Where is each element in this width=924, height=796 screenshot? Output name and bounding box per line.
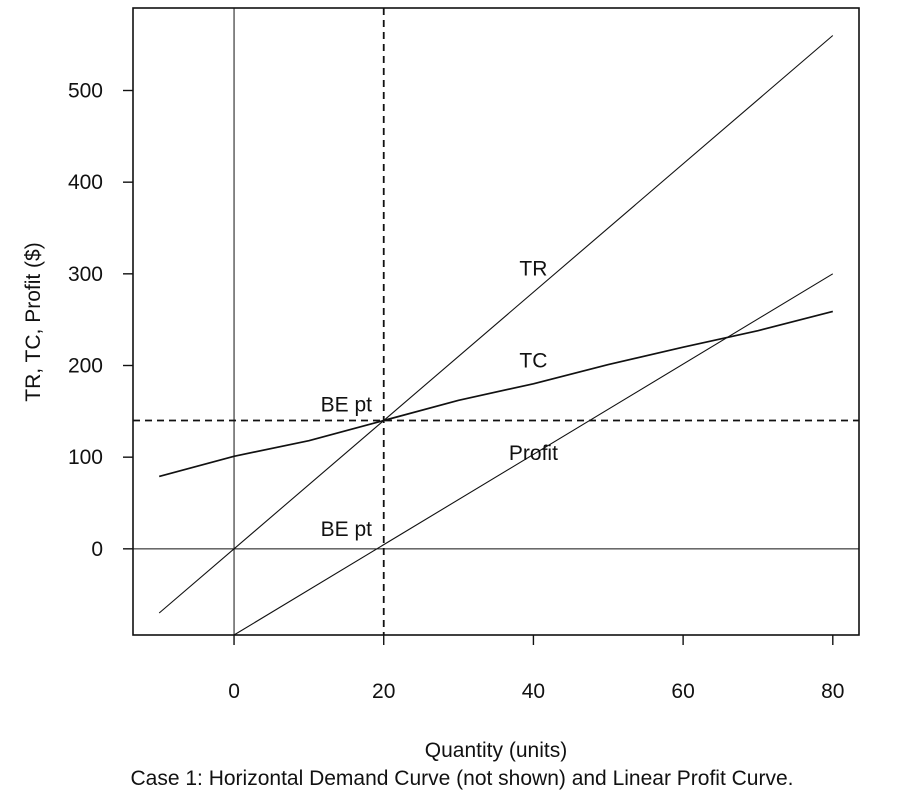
break-even-chart: 0 20 40 60 80 0 100 200 300 400 500 TR TC Profit BE …	[22, 7, 860, 762]
x-tick-label: 80	[821, 680, 844, 703]
x-tick-label: 40	[522, 680, 545, 703]
annotation-profit: Profit	[509, 442, 558, 465]
y-tick-label: 100	[68, 446, 103, 469]
y-axis: 0 100 200 300 400 500	[68, 80, 133, 561]
x-tick-label: 0	[228, 680, 240, 703]
annotation-tr: TR	[519, 258, 547, 281]
x-axis-label: Quantity (units)	[425, 739, 567, 762]
x-tick-label: 20	[372, 680, 395, 703]
figure-caption: Case 1: Horizontal Demand Curve (not sho…	[130, 767, 794, 790]
series-line-profit	[233, 273, 834, 636]
y-tick-label: 200	[68, 355, 103, 378]
plot-frame	[132, 7, 860, 636]
y-axis-label: TR, TC, Profit ($)	[22, 242, 45, 401]
annotation-tc: TC	[519, 349, 547, 372]
annotation-be-pt: BE pt	[321, 518, 373, 541]
chart-annotations: TR TC Profit BE pt BE pt	[321, 258, 558, 541]
series-line-tc	[158, 310, 834, 478]
y-tick-label: 400	[68, 171, 103, 194]
series-line-tr	[158, 35, 834, 614]
y-tick-label: 500	[68, 80, 103, 103]
x-axis: 0 20 40 60 80	[228, 635, 844, 703]
y-tick-label: 300	[68, 263, 103, 286]
x-tick-label: 60	[671, 680, 694, 703]
y-tick-label: 0	[91, 538, 103, 561]
plot-area	[133, 8, 859, 636]
annotation-be-pt: BE pt	[321, 393, 373, 416]
